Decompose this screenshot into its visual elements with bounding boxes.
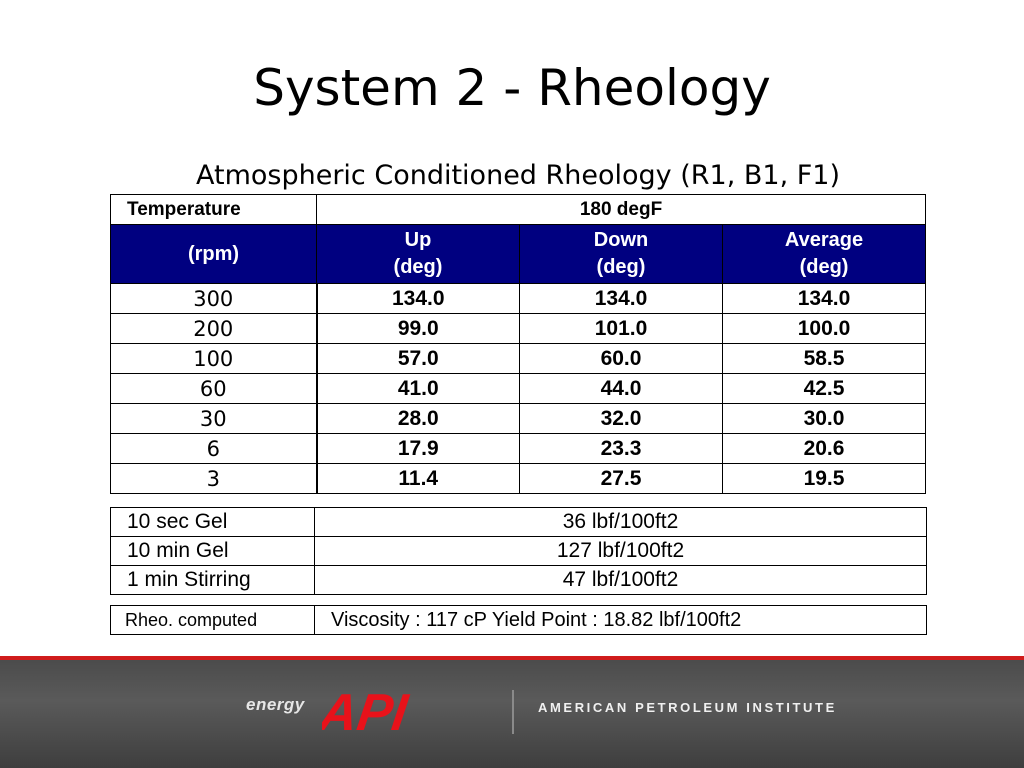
down-cell: 101.0 (519, 313, 723, 344)
up-cell: 11.4 (316, 463, 520, 494)
temperature-label: Temperature (110, 194, 317, 225)
table-row: 30 28.0 32.0 30.0 (110, 403, 927, 434)
table-row: 60 41.0 44.0 42.5 (110, 373, 927, 404)
temperature-value: 180 degF (315, 194, 927, 225)
temperature-row: Temperature 180 degF (110, 194, 927, 225)
footer-red-stripe (0, 656, 1024, 660)
down-cell: 60.0 (519, 343, 723, 374)
rpm-cell: 60 (110, 373, 318, 404)
up-cell: 134.0 (316, 283, 520, 314)
gel-row: 10 sec Gel 36 lbf/100ft2 (110, 507, 927, 537)
average-cell: 134.0 (721, 283, 927, 314)
rpm-cell: 6 (110, 433, 318, 464)
gel-row: 1 min Stirring 47 lbf/100ft2 (110, 565, 927, 595)
up-cell: 28.0 (316, 403, 520, 434)
rpm-cell: 3 (110, 463, 318, 494)
rpm-header: (rpm) (110, 224, 317, 284)
gel-row: 10 min Gel 127 lbf/100ft2 (110, 536, 927, 566)
header-row: (rpm) Up (deg) Down (deg) Average (deg) (110, 224, 927, 284)
down-cell: 44.0 (519, 373, 723, 404)
rheo-text: Viscosity : 117 cP Yield Point : 18.82 l… (314, 605, 927, 635)
rpm-cell: 100 (110, 343, 318, 374)
up-header: Up (deg) (316, 224, 520, 284)
up-cell: 99.0 (316, 313, 520, 344)
rpm-cell: 200 (110, 313, 318, 344)
up-cell: 41.0 (316, 373, 520, 404)
up-header-line1: Up (404, 229, 432, 251)
rheo-label: Rheo. computed (110, 605, 315, 635)
average-cell: 100.0 (721, 313, 927, 344)
down-header: Down (deg) (519, 224, 723, 284)
table-row: 100 57.0 60.0 58.5 (110, 343, 927, 374)
gel-value: 47 lbf/100ft2 (314, 565, 927, 595)
table-row: 3 11.4 27.5 19.5 (110, 463, 927, 494)
gel-table: 10 sec Gel 36 lbf/100ft2 10 min Gel 127 … (110, 507, 927, 595)
down-cell: 32.0 (519, 403, 723, 434)
down-header-line1: Down (593, 229, 649, 251)
slide-title: System 2 - Rheology (253, 59, 771, 117)
footer-divider (512, 690, 514, 734)
down-cell: 27.5 (519, 463, 723, 494)
down-header-line2: (deg) (596, 256, 646, 278)
gel-label: 1 min Stirring (110, 565, 315, 595)
average-header-line2: (deg) (799, 256, 849, 278)
gel-value: 127 lbf/100ft2 (314, 536, 927, 566)
average-cell: 30.0 (721, 403, 927, 434)
average-cell: 42.5 (721, 373, 927, 404)
rpm-cell: 30 (110, 403, 318, 434)
average-header: Average (deg) (721, 224, 927, 284)
up-cell: 17.9 (316, 433, 520, 464)
gel-label: 10 min Gel (110, 536, 315, 566)
api-logo-text: API (322, 686, 412, 740)
average-header-line1: Average (784, 229, 864, 251)
energy-wordmark: energy (246, 695, 305, 714)
table-title: Atmospheric Conditioned Rheology (R1, B1… (195, 160, 840, 191)
institute-name: AMERICAN PETROLEUM INSTITUTE (538, 700, 837, 715)
table-row: 6 17.9 23.3 20.6 (110, 433, 927, 464)
up-cell: 57.0 (316, 343, 520, 374)
average-cell: 19.5 (721, 463, 927, 494)
down-cell: 23.3 (519, 433, 723, 464)
rheology-table: Temperature 180 degF (rpm) Up (deg) Down… (110, 194, 927, 494)
gel-label: 10 sec Gel (110, 507, 315, 537)
rheo-computed-table: Rheo. computed Viscosity : 117 cP Yield … (110, 605, 927, 635)
table-row: 200 99.0 101.0 100.0 (110, 313, 927, 344)
rpm-cell: 300 (110, 283, 318, 314)
average-cell: 58.5 (721, 343, 927, 374)
average-cell: 20.6 (721, 433, 927, 464)
up-header-line2: (deg) (393, 256, 443, 278)
table-row: 300 134.0 134.0 134.0 (110, 283, 927, 314)
down-cell: 134.0 (519, 283, 723, 314)
gel-value: 36 lbf/100ft2 (314, 507, 927, 537)
rheo-row: Rheo. computed Viscosity : 117 cP Yield … (110, 605, 927, 635)
api-logo-icon: API (322, 686, 412, 740)
